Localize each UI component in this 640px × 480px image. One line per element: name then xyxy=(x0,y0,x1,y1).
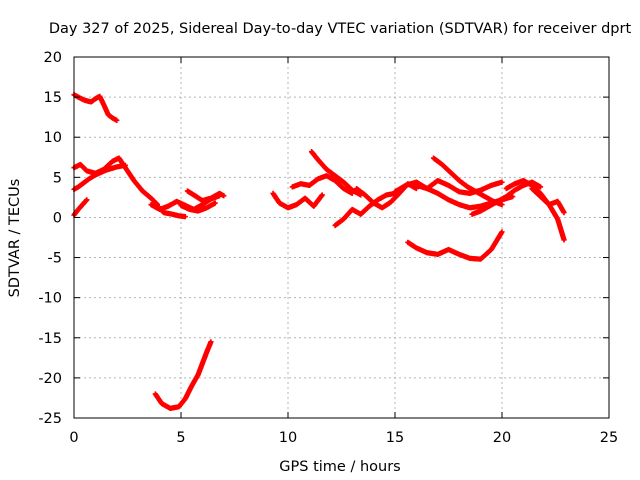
data-points xyxy=(71,92,567,411)
series-arc-21 xyxy=(405,229,505,262)
x-tick-label: 25 xyxy=(600,430,618,446)
y-tick-label: -10 xyxy=(38,291,62,307)
data-point xyxy=(122,162,128,168)
y-tick-label: 0 xyxy=(53,210,62,226)
grid xyxy=(74,57,609,418)
series-arc-9 xyxy=(152,339,214,411)
data-point xyxy=(561,237,567,243)
series-arc-13 xyxy=(332,190,398,229)
y-tick-label: -15 xyxy=(38,331,62,347)
series-arc-8 xyxy=(178,200,218,214)
series-arc-10 xyxy=(270,190,325,211)
x-tick-label: 5 xyxy=(176,430,185,446)
series-arc-11 xyxy=(289,173,355,196)
data-point xyxy=(84,197,90,203)
data-point xyxy=(319,192,325,198)
chart-title: Day 327 of 2025, Sidereal Day-to-day VTE… xyxy=(49,21,632,37)
data-point xyxy=(114,117,120,123)
series-arc-4 xyxy=(71,197,90,218)
data-point xyxy=(561,210,567,216)
y-tick-label: 20 xyxy=(44,50,62,66)
series-arc-12 xyxy=(308,149,364,198)
data-point xyxy=(208,339,214,345)
x-tick-label: 15 xyxy=(386,430,404,446)
y-tick-label: -25 xyxy=(38,411,62,427)
x-tick-label: 10 xyxy=(279,430,297,446)
data-point xyxy=(510,193,516,200)
series-arc-6 xyxy=(154,203,188,220)
y-tick-label: 15 xyxy=(44,90,62,106)
data-point xyxy=(537,184,544,190)
data-point xyxy=(221,193,227,199)
data-point xyxy=(499,202,505,208)
x-tick-label: 0 xyxy=(69,430,78,446)
y-tick-label: -5 xyxy=(48,251,62,267)
data-point xyxy=(182,214,188,220)
data-point xyxy=(499,179,505,185)
series-arc-19 xyxy=(503,177,567,243)
x-axis-label: GPS time / hours xyxy=(279,459,400,475)
series-arc-20 xyxy=(529,185,567,216)
series-arc-7 xyxy=(184,188,227,204)
plot-border xyxy=(73,56,610,419)
data-point xyxy=(499,229,505,235)
series-arc-3 xyxy=(71,162,128,192)
y-axis-label: SDTVAR / TECUs xyxy=(7,179,23,298)
series-arc-14 xyxy=(353,181,419,211)
y-tick-label: 5 xyxy=(53,170,62,186)
axis-ticks: 0 5 10 15 20 25 -25 -20 -15 -10 -5 0 5 10 15 20 xyxy=(38,50,618,446)
series-arc-16 xyxy=(430,155,505,208)
data-point xyxy=(212,200,218,206)
y-tick-label: 10 xyxy=(44,130,62,146)
y-tick-label: -20 xyxy=(38,371,62,387)
x-tick-label: 20 xyxy=(493,430,511,446)
